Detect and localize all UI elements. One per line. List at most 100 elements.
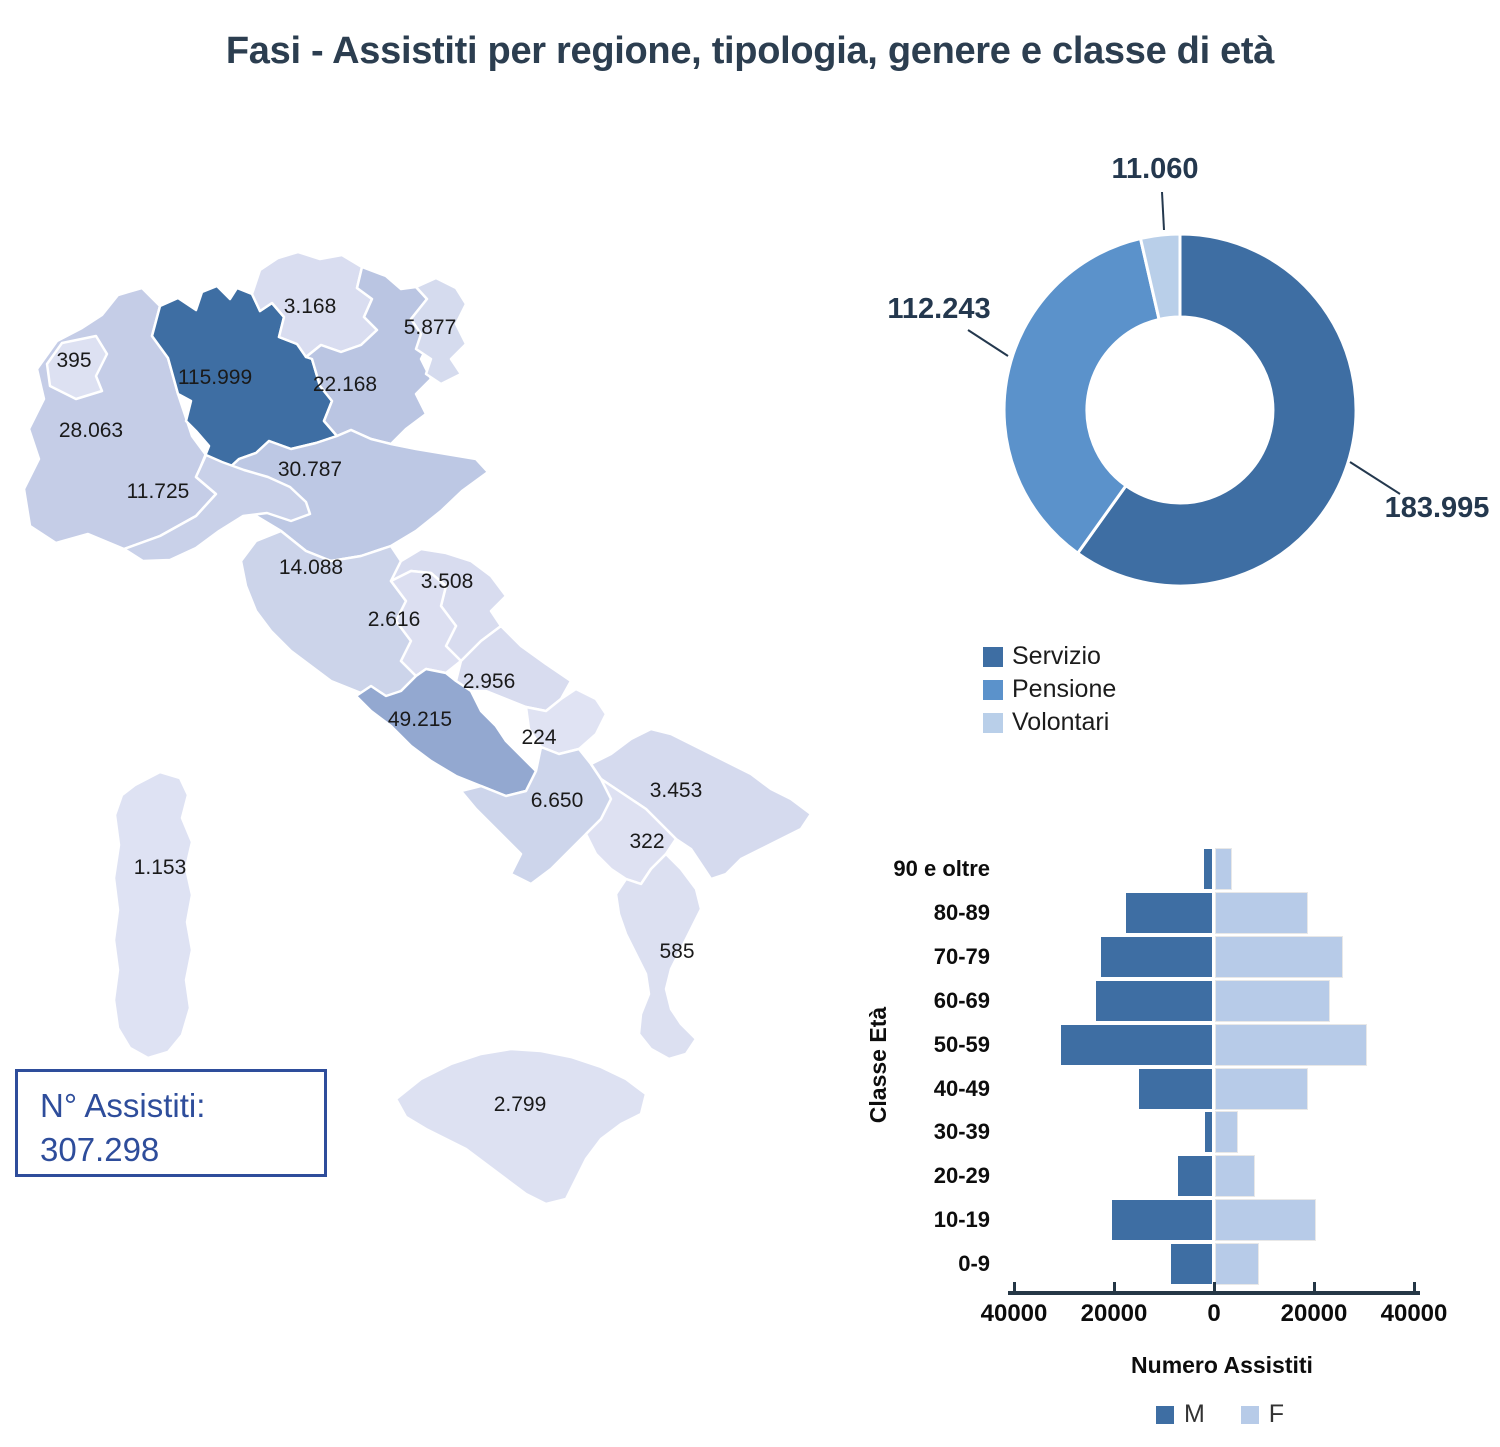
donut-value-volontari: 11.060 bbox=[1111, 153, 1198, 185]
region-value-label: 395 bbox=[56, 349, 91, 372]
total-assistiti-value: 307.298 bbox=[40, 1130, 160, 1168]
donut-value-servizio: 183.995 bbox=[1385, 492, 1490, 524]
region-value-label: 224 bbox=[521, 726, 556, 749]
age-class-label: 10-19 bbox=[933, 1207, 990, 1233]
region-liguria[interactable] bbox=[122, 453, 312, 563]
region-molise[interactable] bbox=[524, 687, 608, 756]
bar-f-20-29[interactable] bbox=[1216, 1156, 1254, 1197]
m-label: M bbox=[1183, 1400, 1205, 1428]
callout-line-pensione bbox=[967, 329, 1009, 357]
donut-slices bbox=[1002, 232, 1358, 588]
age-class-label: 50-59 bbox=[933, 1031, 990, 1057]
region-value-label: 28.063 bbox=[59, 419, 123, 442]
legend-item-servizio[interactable]: Servizio bbox=[983, 642, 1116, 670]
bar-m-90-e-oltre[interactable] bbox=[1203, 849, 1212, 889]
pyramid-y-axis-title: Classe Età bbox=[865, 1006, 891, 1124]
legend-item-f[interactable]: F bbox=[1240, 1400, 1284, 1429]
bar-f-10-19[interactable] bbox=[1216, 1200, 1315, 1241]
bar-f-90-e-oltre[interactable] bbox=[1216, 849, 1231, 889]
callout-line-servizio bbox=[1349, 461, 1401, 495]
age-class-label: 70-79 bbox=[933, 943, 990, 969]
legend-item-volontari[interactable]: Volontari bbox=[983, 708, 1116, 736]
bar-m-30-39[interactable] bbox=[1204, 1112, 1212, 1153]
tipologia-donut-chart: 11.060 112.243 183.995 bbox=[887, 153, 1490, 588]
axis-tick bbox=[1212, 1282, 1216, 1291]
age-class-label: 30-39 bbox=[933, 1119, 990, 1145]
region-value-label: 2.799 bbox=[494, 1093, 547, 1116]
age-pyramid-chart: 90 e oltre 80-89 70-79 60-69 50-59 40-49 30-39… bbox=[840, 848, 1440, 1318]
region-sardegna[interactable] bbox=[112, 770, 194, 1060]
region-sicilia[interactable] bbox=[394, 1047, 648, 1206]
age-class-label: 20-29 bbox=[933, 1163, 990, 1189]
pensione-label: Pensione bbox=[1012, 675, 1117, 703]
region-value-label: 3.168 bbox=[284, 295, 337, 318]
bar-f-40-49[interactable] bbox=[1216, 1068, 1307, 1109]
region-umbria[interactable] bbox=[389, 569, 463, 678]
m-swatch bbox=[1155, 1405, 1174, 1424]
donut-slice-servizio[interactable] bbox=[1075, 232, 1358, 588]
bar-f-80-89[interactable] bbox=[1216, 892, 1307, 933]
age-class-label: 90 e oltre bbox=[893, 856, 990, 881]
volontari-label: Volontari bbox=[1012, 708, 1110, 736]
bar-m-10-19[interactable] bbox=[1112, 1200, 1212, 1241]
region-value-label: 3.508 bbox=[421, 570, 474, 593]
x-tick-label: 40000 bbox=[1380, 1300, 1448, 1327]
bar-f-50-59[interactable] bbox=[1216, 1024, 1366, 1065]
age-class-label: 40-49 bbox=[933, 1075, 990, 1101]
servizio-swatch bbox=[983, 646, 1003, 667]
bar-m-0-9[interactable] bbox=[1171, 1244, 1212, 1285]
region-value-label: 14.088 bbox=[279, 556, 343, 579]
servizio-label: Servizio bbox=[1012, 642, 1101, 670]
bar-m-70-79[interactable] bbox=[1101, 936, 1212, 977]
region-value-label: 6.650 bbox=[531, 789, 584, 812]
region-value-label: 22.168 bbox=[313, 373, 377, 396]
bar-f-0-9[interactable] bbox=[1216, 1244, 1258, 1285]
donut-value-pensione: 112.243 bbox=[887, 293, 990, 325]
bar-m-80-89[interactable] bbox=[1125, 892, 1212, 933]
bar-f-60-69[interactable] bbox=[1216, 980, 1329, 1021]
axis-tick bbox=[1012, 1282, 1016, 1291]
region-value-label: 585 bbox=[659, 940, 694, 963]
callout-line-volontari bbox=[1161, 191, 1165, 231]
region-value-label: 3.453 bbox=[650, 779, 703, 802]
bar-f-30-39[interactable] bbox=[1216, 1112, 1237, 1153]
axis-tick bbox=[1112, 1282, 1116, 1291]
region-value-label: 2.956 bbox=[463, 670, 516, 693]
legend-item-m[interactable]: M bbox=[1155, 1400, 1205, 1429]
bar-m-60-69[interactable] bbox=[1096, 980, 1212, 1021]
axis-tick bbox=[1412, 1282, 1416, 1291]
legend-item-pensione[interactable]: Pensione bbox=[983, 675, 1117, 703]
x-tick-label: 20000 bbox=[1080, 1300, 1148, 1327]
bar-f-70-79[interactable] bbox=[1216, 936, 1342, 977]
pensione-swatch bbox=[983, 679, 1003, 700]
map-value-labels: 28.063 395 115.999 3.168 22.168 5.877 11… bbox=[56, 295, 702, 1116]
pyramid-x-axis bbox=[1008, 1282, 1420, 1295]
x-tick-label: 20000 bbox=[1280, 1300, 1348, 1327]
donut-slice-pensione[interactable] bbox=[1002, 236, 1161, 556]
region-campania[interactable] bbox=[459, 745, 613, 886]
region-value-label: 2.616 bbox=[368, 608, 421, 631]
axis-tick bbox=[1312, 1282, 1316, 1291]
age-class-label: 60-69 bbox=[933, 987, 990, 1013]
region-friuli[interactable] bbox=[409, 276, 468, 386]
map-regions bbox=[22, 250, 813, 1206]
region-value-label: 1.153 bbox=[134, 856, 187, 879]
x-tick-label: 40000 bbox=[980, 1300, 1048, 1327]
bar-m-40-49[interactable] bbox=[1138, 1068, 1212, 1109]
donut-legend: Servizio Pensione Volontari bbox=[983, 642, 1117, 742]
region-valledaosta[interactable] bbox=[45, 334, 109, 401]
page-title: Fasi - Assistiti per regione, tipologia,… bbox=[225, 30, 1275, 72]
total-assistiti-label: N° Assistiti: bbox=[40, 1087, 206, 1124]
region-value-label: 115.999 bbox=[178, 366, 252, 389]
region-value-label: 322 bbox=[629, 830, 664, 853]
region-calabria[interactable] bbox=[614, 852, 703, 1061]
bar-m-20-29[interactable] bbox=[1177, 1156, 1212, 1197]
region-value-label: 11.725 bbox=[127, 480, 190, 503]
region-value-label: 5.877 bbox=[404, 316, 457, 339]
x-tick-label: 0 bbox=[1207, 1300, 1221, 1327]
age-class-label: 0-9 bbox=[958, 1251, 990, 1277]
bar-m-50-59[interactable] bbox=[1061, 1024, 1212, 1065]
total-assistiti-box: N° Assistiti: 307.298 bbox=[15, 1069, 327, 1177]
f-swatch bbox=[1240, 1405, 1259, 1424]
donut-slice-volontari[interactable] bbox=[1138, 232, 1182, 322]
